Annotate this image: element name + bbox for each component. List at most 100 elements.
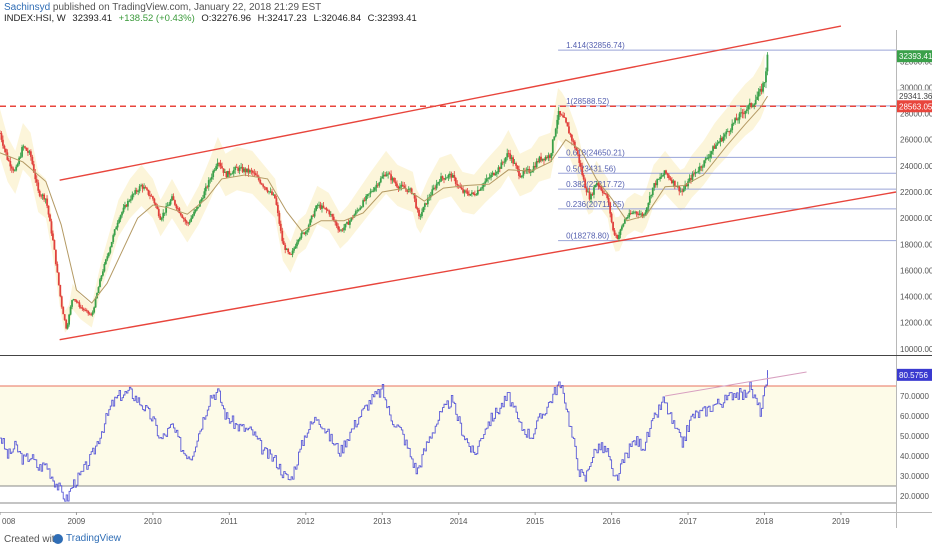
candle-body[interactable] — [710, 151, 713, 155]
candle-body[interactable] — [604, 193, 607, 195]
candle-body[interactable] — [56, 263, 59, 273]
candle-body[interactable] — [406, 189, 409, 192]
candle-body[interactable] — [379, 178, 382, 183]
candle-body[interactable] — [626, 216, 629, 219]
candle-body[interactable] — [316, 205, 319, 206]
candle-body[interactable] — [575, 147, 578, 151]
candle-body[interactable] — [299, 237, 301, 240]
candle-body[interactable] — [682, 189, 685, 192]
candle-body[interactable] — [478, 190, 481, 191]
candle-body[interactable] — [368, 193, 370, 195]
candle-body[interactable] — [62, 306, 65, 315]
candle-body[interactable] — [443, 178, 445, 180]
candle-body[interactable] — [166, 205, 169, 207]
candle-body[interactable] — [691, 173, 694, 180]
candle-body[interactable] — [97, 287, 100, 293]
candle-body[interactable] — [131, 194, 134, 200]
candle-body[interactable] — [572, 140, 575, 142]
candle-body[interactable] — [447, 174, 450, 178]
candle-body[interactable] — [176, 208, 179, 210]
candle-body[interactable] — [435, 183, 438, 189]
candle-body[interactable] — [235, 166, 238, 168]
candle-body[interactable] — [46, 198, 48, 206]
candle-body[interactable] — [741, 112, 744, 114]
candle-body[interactable] — [284, 244, 287, 250]
candle-body[interactable] — [115, 227, 118, 230]
candle-body[interactable] — [457, 185, 460, 187]
candle-body[interactable] — [234, 166, 237, 170]
candle-body[interactable] — [735, 118, 738, 121]
candle-body[interactable] — [375, 184, 378, 188]
candle-body[interactable] — [110, 241, 113, 248]
candle-body[interactable] — [723, 134, 726, 137]
candle-body[interactable] — [268, 191, 270, 193]
candle-body[interactable] — [343, 227, 345, 231]
candle-body[interactable] — [715, 144, 717, 149]
candle-body[interactable] — [694, 172, 697, 174]
candle-body[interactable] — [645, 207, 648, 213]
candle-body[interactable] — [401, 184, 404, 187]
candle-body[interactable] — [47, 205, 50, 215]
candle-body[interactable] — [74, 299, 76, 301]
candle-body[interactable] — [68, 314, 70, 325]
candle-body[interactable] — [568, 126, 570, 134]
candle-body[interactable] — [732, 122, 735, 124]
candle-body[interactable] — [168, 204, 170, 206]
candle-body[interactable] — [259, 179, 262, 184]
candle-body[interactable] — [231, 173, 234, 175]
candle-body[interactable] — [147, 189, 150, 195]
candle-body[interactable] — [594, 185, 597, 188]
candle-body[interactable] — [559, 111, 562, 115]
candle-body[interactable] — [585, 188, 588, 193]
candle-body[interactable] — [632, 212, 635, 214]
candle-body[interactable] — [684, 184, 687, 190]
candle-body[interactable] — [222, 168, 225, 173]
candle-body[interactable] — [665, 170, 667, 174]
candle-body[interactable] — [718, 141, 720, 144]
candle-body[interactable] — [354, 211, 357, 215]
candle-body[interactable] — [591, 194, 594, 195]
candle-body[interactable] — [288, 252, 291, 255]
candle-body[interactable] — [216, 162, 219, 167]
candle-body[interactable] — [313, 210, 316, 217]
candle-body[interactable] — [282, 241, 285, 245]
candle-body[interactable] — [550, 153, 553, 158]
candle-body[interactable] — [503, 161, 506, 163]
candle-body[interactable] — [482, 183, 485, 187]
candle-body[interactable] — [287, 248, 290, 253]
candle-body[interactable] — [740, 112, 742, 114]
candle-body[interactable] — [469, 193, 472, 196]
candle-body[interactable] — [31, 156, 34, 165]
candle-body[interactable] — [326, 209, 329, 211]
author-link[interactable]: Sachinsyd — [4, 2, 51, 13]
candle-body[interactable] — [312, 215, 315, 217]
candle-body[interactable] — [281, 230, 284, 242]
candle-body[interactable] — [93, 307, 95, 313]
candle-body[interactable] — [603, 193, 606, 194]
candle-body[interactable] — [178, 208, 181, 214]
candle-body[interactable] — [759, 88, 761, 92]
candle-body[interactable] — [745, 109, 748, 112]
candle-body[interactable] — [507, 153, 510, 155]
candle-body[interactable] — [191, 215, 194, 219]
candle-body[interactable] — [226, 170, 229, 178]
candle-body[interactable] — [75, 300, 78, 302]
candle-body[interactable] — [590, 194, 592, 200]
candle-body[interactable] — [212, 170, 215, 177]
candle-body[interactable] — [475, 194, 478, 196]
candle-body[interactable] — [716, 143, 719, 145]
candle-body[interactable] — [423, 203, 426, 207]
candle-body[interactable] — [296, 242, 298, 247]
candle-body[interactable] — [228, 170, 231, 175]
candle-body[interactable] — [266, 189, 269, 192]
candle-body[interactable] — [359, 207, 362, 210]
candle-body[interactable] — [376, 184, 379, 186]
candle-body[interactable] — [154, 203, 157, 206]
candle-body[interactable] — [456, 183, 459, 186]
candle-body[interactable] — [504, 157, 507, 162]
price-pane[interactable]: 10000.00 12000.00 14000.00 16000.00 18000.00… — [0, 25, 932, 528]
candle-body[interactable] — [493, 172, 495, 176]
candle-body[interactable] — [363, 200, 366, 201]
candle-body[interactable] — [722, 136, 725, 142]
candle-body[interactable] — [204, 186, 207, 192]
